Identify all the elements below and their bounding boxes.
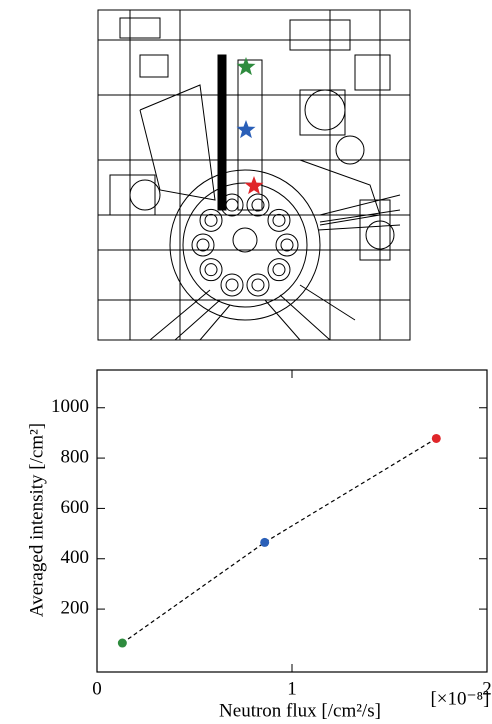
beam-port [251,198,265,212]
x-tick-label: 2 [482,678,492,699]
beam-port [246,273,270,297]
plan-tank [304,89,346,131]
beam-port [280,238,294,252]
y-tick-label: 200 [61,597,90,618]
plan-tank [129,179,161,211]
plan-room [299,89,346,136]
beam-port [246,193,270,217]
scatter-plot: [×10⁻⁸] Neutron flux [/cm²/s] Averaged i… [26,369,492,721]
fit-line [122,437,437,644]
plan-border [97,9,411,341]
beam-port [204,213,218,227]
x-tick-label: 0 [92,678,102,699]
x-tick-label: 1 [287,678,297,699]
beam-port [191,233,215,257]
beam-ports [191,193,299,297]
plan-tank [335,135,365,165]
beam-port [267,208,291,232]
beam-port [220,193,244,217]
plan-beamlines [149,284,356,341]
plan-tank [365,220,395,250]
beam-port [196,238,210,252]
plan-room [109,174,156,216]
location-star [244,176,264,195]
y-tick-label: 400 [61,547,90,568]
beam-port [199,208,223,232]
y-tick-label: 1000 [51,396,89,417]
plot-frame [96,369,488,673]
beam-port [267,258,291,282]
plan-wedge [299,159,381,226]
plan-room [119,17,161,39]
beam-line [237,59,263,211]
beam-port [225,278,239,292]
reactor-core [232,227,258,253]
beam-port [251,278,265,292]
y-tick-label: 600 [61,497,90,518]
data-point [431,433,441,443]
y-axis-label: Averaged intensity [/cm²] [26,423,47,617]
location-stars [236,57,264,195]
data-point [260,537,270,547]
plan-room [139,54,169,78]
reactor-shield [182,182,308,308]
beam-port [275,233,299,257]
beam-port [220,273,244,297]
plan-beamlines [317,194,401,231]
y-tick-label: 800 [61,446,90,467]
plan-room [359,199,391,261]
beam-port [199,258,223,282]
x-axis-label: Neutron flux [/cm²/s] [219,700,381,721]
beam-port [272,263,286,277]
location-star [236,120,256,139]
plan-room [354,54,391,91]
location-star [236,57,256,76]
x-multiplier: [×10⁻⁸] [430,688,489,709]
data-point [117,638,127,648]
floor-plan [97,9,411,341]
reactor-shield [169,169,321,321]
beam-port [272,213,286,227]
plan-wedge [139,84,216,201]
beam-port [225,198,239,212]
plan-room [289,19,351,51]
beam-port [204,263,218,277]
